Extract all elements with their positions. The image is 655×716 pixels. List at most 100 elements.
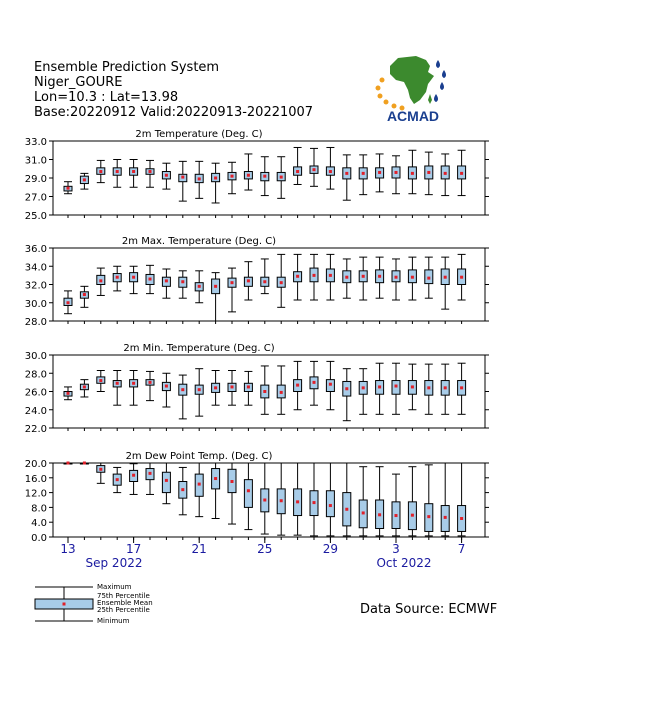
iqr-box <box>161 471 171 494</box>
mean-marker <box>443 515 447 519</box>
legend-label: 75th Percentile <box>97 592 150 600</box>
x-tick-label: 13 <box>60 542 75 556</box>
mean-marker <box>181 488 185 492</box>
mean-marker <box>99 170 103 174</box>
mean-marker <box>394 514 398 518</box>
mean-marker <box>230 281 234 285</box>
mean-marker <box>460 517 464 520</box>
mean-marker <box>361 511 365 515</box>
legend-mean-marker <box>62 602 66 606</box>
mean-marker <box>427 276 431 280</box>
x-tick-label: 25 <box>257 542 272 556</box>
panel-title: 2m Min. Temperature (Deg. C) <box>123 343 274 354</box>
mean-marker <box>164 384 168 388</box>
mean-marker <box>279 390 283 394</box>
y-tick-label: 28.0 <box>25 317 47 328</box>
mean-marker <box>378 274 382 278</box>
mean-marker <box>99 279 103 283</box>
iqr-box <box>325 490 335 518</box>
mean-marker <box>230 480 234 483</box>
mean-marker <box>164 279 168 283</box>
mean-marker <box>115 478 119 482</box>
mean-marker <box>246 279 250 283</box>
x-tick-label: 3 <box>392 542 400 556</box>
mean-marker <box>66 391 70 395</box>
y-tick-label: 16.0 <box>25 474 47 485</box>
y-tick-label: 29.0 <box>25 174 47 185</box>
mean-marker <box>378 170 382 174</box>
mean-marker <box>246 173 250 177</box>
water-drops-icon <box>434 60 446 102</box>
x-tick-label: 17 <box>126 542 141 556</box>
panel-title: 2m Temperature (Deg. C) <box>135 129 262 140</box>
mean-marker <box>197 482 201 486</box>
mean-marker <box>214 386 218 390</box>
mean-marker <box>279 499 283 503</box>
mean-marker <box>82 385 86 389</box>
mean-marker <box>296 383 300 387</box>
plot-frame <box>52 462 486 538</box>
y-tick-label: 22.0 <box>25 424 47 435</box>
rays-icon <box>375 77 405 111</box>
mean-marker <box>66 461 70 465</box>
iqr-box <box>243 479 253 508</box>
mean-marker <box>443 386 447 390</box>
mean-marker <box>230 385 234 389</box>
y-tick-label: 26.0 <box>25 388 47 399</box>
mean-marker <box>197 177 201 181</box>
mean-marker <box>164 173 168 177</box>
mean-marker <box>99 379 103 383</box>
mean-marker <box>246 489 250 493</box>
x-tick-label: 29 <box>323 542 338 556</box>
mean-marker <box>148 380 152 384</box>
mean-marker <box>82 178 86 182</box>
mean-marker <box>132 275 136 279</box>
mean-marker <box>66 301 70 305</box>
mean-marker <box>99 467 103 471</box>
mean-marker <box>82 461 86 465</box>
mean-marker <box>263 174 267 178</box>
y-tick-label: 28.0 <box>25 369 47 380</box>
mean-marker <box>345 275 349 279</box>
mean-marker <box>181 280 185 284</box>
y-tick-label: 12.0 <box>25 489 47 500</box>
mean-marker <box>66 186 70 190</box>
mean-marker <box>345 507 349 511</box>
mean-marker <box>345 171 349 175</box>
mean-marker <box>361 274 365 278</box>
mean-marker <box>312 168 316 172</box>
mean-marker <box>410 385 414 389</box>
mean-marker <box>181 388 185 392</box>
mean-marker <box>427 515 431 519</box>
mean-marker <box>296 170 300 174</box>
y-tick-label: 36.0 <box>25 244 47 255</box>
mean-marker <box>443 275 447 279</box>
mean-marker <box>214 176 218 180</box>
mean-marker <box>181 175 185 179</box>
mean-marker <box>279 175 283 179</box>
mean-marker <box>132 170 136 174</box>
mean-marker <box>410 171 414 175</box>
mean-marker <box>263 390 267 393</box>
mean-marker <box>148 170 152 174</box>
mean-marker <box>460 386 464 390</box>
data-source: Data Source: ECMWF <box>360 602 498 617</box>
legend-label: Maximum <box>97 583 132 591</box>
mean-marker <box>328 273 332 277</box>
x-month-label: Sep 2022 <box>86 556 143 570</box>
panel-title: 2m Max. Temperature (Deg. C) <box>122 236 276 247</box>
mean-marker <box>230 174 234 178</box>
mean-marker <box>82 293 86 297</box>
mean-marker <box>427 170 431 174</box>
mean-marker <box>345 387 349 391</box>
mean-marker <box>443 171 447 175</box>
y-tick-label: 4.0 <box>31 518 47 529</box>
africa-icon <box>390 56 434 104</box>
y-tick-label: 24.0 <box>25 406 47 417</box>
mean-marker <box>279 281 283 285</box>
header-dates: Base:20220912 Valid:20220913-20221007 <box>34 105 314 120</box>
mean-marker <box>312 501 316 505</box>
mean-marker <box>394 384 398 388</box>
mean-marker <box>394 170 398 174</box>
